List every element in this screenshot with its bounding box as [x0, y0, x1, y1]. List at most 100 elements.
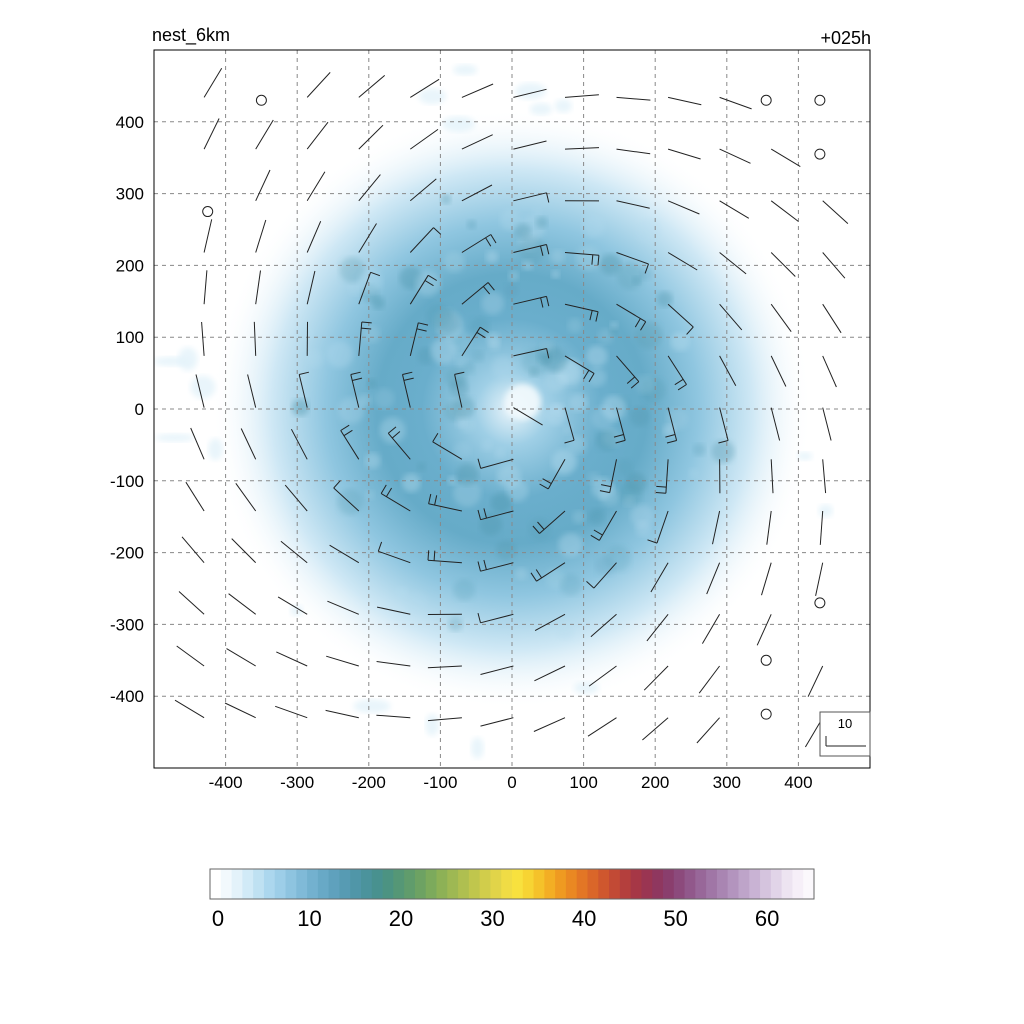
field-texture-blob: [486, 332, 501, 347]
colorbar-swatch: [716, 869, 729, 899]
wind-barb-shaft: [587, 717, 617, 737]
field-outer-patch: [425, 713, 440, 737]
colorbar-swatch: [447, 869, 459, 899]
colorbar-swatch: [522, 869, 535, 899]
wind-barb-feather: [626, 376, 636, 384]
field-texture-blob: [629, 406, 650, 427]
field-texture-blob: [616, 458, 634, 476]
wind-barb-shaft: [190, 427, 205, 460]
wind-barb-shaft: [276, 651, 308, 667]
field-texture-blob: [404, 591, 428, 615]
field-texture-blob: [430, 337, 457, 365]
wind-barb-shaft: [564, 147, 600, 150]
wind-barb-shaft: [822, 252, 846, 279]
wind-barb-feather: [535, 569, 543, 579]
field-texture-blob: [600, 253, 622, 276]
wind-barb-shaft: [815, 562, 824, 597]
wind-barb-feather: [647, 539, 658, 544]
colorbar-swatch: [749, 869, 761, 899]
x-tick-label: 300: [713, 773, 741, 792]
wind-barb-feather: [391, 431, 401, 439]
wind-barb-shaft: [770, 200, 799, 222]
field-texture-blob: [551, 270, 560, 279]
colorbar-swatch: [479, 869, 492, 899]
wind-barb-shaft: [770, 355, 787, 387]
x-tick-label: 100: [569, 773, 597, 792]
wind-barb-shaft: [480, 613, 514, 624]
colorbar-swatch: [425, 869, 438, 899]
field-texture-blob: [326, 341, 354, 368]
colorbar-swatch: [210, 869, 222, 899]
colorbar-swatch: [619, 869, 632, 899]
field-outer-patch: [797, 452, 813, 461]
colorbar-swatch: [414, 869, 427, 899]
field-texture-blob: [663, 424, 676, 437]
x-tick-label: 200: [641, 773, 669, 792]
field-outer-patch: [515, 82, 547, 100]
field-texture-blob: [635, 374, 655, 394]
field-texture-blob: [558, 532, 583, 557]
wind-barb-shaft: [409, 178, 437, 202]
wind-barb-feather: [674, 378, 684, 386]
wind-barb-feather: [433, 227, 442, 235]
wind-barb-feather: [591, 254, 594, 265]
wind-barb-feather: [539, 483, 549, 490]
field-texture-blob: [569, 393, 589, 412]
wind-barb-shaft: [409, 322, 419, 357]
field-outer-patch: [208, 438, 223, 461]
field-texture-blob: [587, 471, 601, 485]
wind-barb-shaft: [719, 148, 751, 164]
wind-barb-feather: [644, 263, 649, 274]
wind-barb-shaft: [667, 96, 702, 106]
wind-barb-feather: [482, 286, 491, 295]
wind-barb-feather: [387, 426, 397, 434]
field-texture-blob: [608, 327, 619, 337]
wind-barb-feather: [564, 439, 575, 444]
x-tick-labels: -400 -300 -200 -100 0 100 200 300 400: [209, 773, 813, 792]
wind-barb-feather: [546, 244, 550, 255]
wind-barb-feather: [483, 559, 487, 570]
colorbar-swatch: [738, 869, 750, 899]
field-texture-blob: [291, 398, 309, 417]
wind-barb-shaft: [770, 252, 796, 277]
wind-barb-shaft: [513, 192, 547, 202]
wind-barb-shaft: [590, 613, 617, 638]
field-texture-blob: [636, 218, 661, 244]
calm-wind-circle: [814, 148, 826, 160]
field-texture-blob: [529, 366, 539, 377]
colorbar-swatch: [555, 869, 567, 899]
wind-barb-feather: [589, 310, 593, 321]
wind-barb-shaft: [306, 270, 316, 305]
colorbar-frame: [209, 868, 815, 900]
wind-barb-shaft: [616, 303, 646, 323]
field-texture-blob: [470, 316, 490, 337]
wind-barb-shaft: [564, 252, 599, 256]
wind-barb-shaft: [306, 221, 322, 253]
field-texture-blob: [472, 350, 485, 362]
colorbar-swatch: [317, 869, 330, 899]
wind-barb-shaft: [667, 148, 701, 160]
field-texture-blob: [481, 292, 504, 315]
wind-barb-feather: [597, 255, 600, 266]
colorbar-swatch: [770, 869, 783, 899]
wind-barb-shaft: [427, 665, 462, 669]
colorbar-swatch: [328, 869, 341, 899]
wind-barb-feather: [418, 322, 429, 326]
wind-barb-shaft: [656, 510, 669, 544]
wind-barb-shaft: [284, 484, 308, 512]
colorbar-swatch: [706, 869, 718, 899]
wind-barb-shaft: [181, 536, 205, 564]
colorbar-swatch: [274, 869, 287, 899]
colorbar-swatch: [533, 869, 545, 899]
wind-barb-feather: [361, 321, 372, 324]
reference-vector-box: 10: [819, 711, 871, 757]
colorbar-swatch: [371, 869, 384, 899]
wind-barb-shaft: [513, 348, 547, 357]
wind-barb-shaft: [432, 441, 463, 460]
wind-barb-shaft: [203, 118, 220, 150]
x-tick-label: -200: [352, 773, 386, 792]
wind-barb-shaft: [616, 355, 640, 382]
y-tick-label: 300: [116, 185, 144, 204]
wind-barb-shaft: [333, 487, 360, 512]
